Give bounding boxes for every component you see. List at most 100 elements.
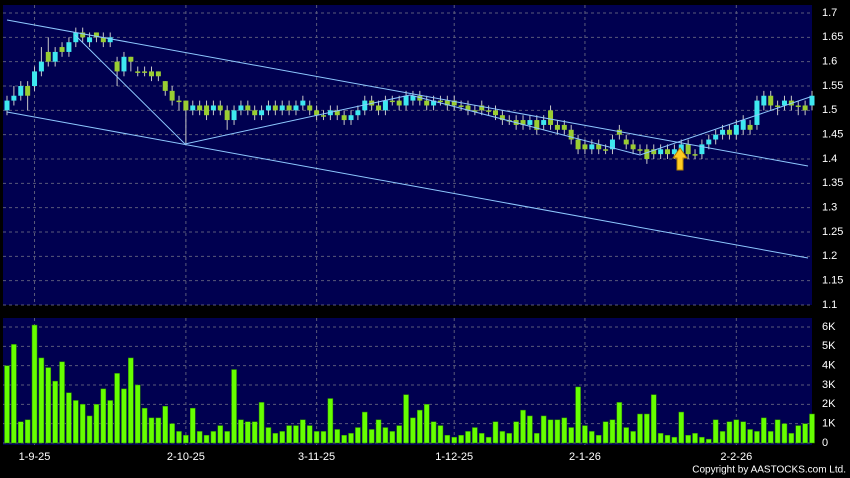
candle-body: [431, 100, 437, 106]
candle-body: [93, 32, 99, 38]
candle-body: [733, 124, 739, 135]
volume-bar: [774, 419, 781, 444]
volume-bar: [671, 436, 678, 444]
candle-body: [554, 124, 560, 130]
labels-layer: 1.1 1.15 1.2 1.25 1.3 1.35 1.4 1.45 1.5 1.55 1.6 1.…: [19, 7, 844, 463]
volume-bar: [458, 435, 464, 444]
marks-layer: [4, 27, 815, 444]
volume-bar: [38, 357, 45, 444]
volume-bar: [417, 409, 423, 444]
volume-bar: [520, 409, 526, 444]
volume-bar: [602, 421, 609, 444]
y-tick-label: 1.45: [822, 129, 843, 141]
volume-bar: [362, 411, 368, 444]
y-tick-label: 1.6: [822, 56, 837, 68]
volume-bar: [107, 400, 113, 444]
candle-body: [740, 120, 746, 130]
y-tick-label: 1.15: [822, 275, 843, 287]
candle-body: [4, 100, 10, 111]
volume-bar: [300, 419, 306, 444]
volume-bar: [286, 425, 292, 444]
x-tick-label: 1-12-25: [435, 451, 473, 463]
x-tick-label: 2-2-26: [720, 451, 752, 463]
volume-bar: [327, 398, 334, 444]
volume-bar: [169, 423, 175, 444]
candle-body: [148, 71, 154, 77]
volume-bar: [554, 419, 561, 444]
candle-body: [348, 115, 354, 121]
volume-bar: [492, 421, 499, 444]
candle-body: [720, 129, 726, 135]
candle-body: [197, 105, 203, 111]
candle-body: [651, 149, 657, 155]
candle-body: [169, 90, 175, 101]
candle-body: [18, 86, 24, 96]
candle-body: [575, 139, 581, 150]
candle-body: [437, 100, 443, 103]
candle-body: [265, 105, 271, 111]
candle-body: [479, 105, 485, 111]
candle-body: [596, 144, 602, 150]
volume-bar: [506, 433, 513, 444]
volume-bar: [73, 400, 79, 444]
y-tick-label: 1.65: [822, 31, 843, 43]
volume-bar: [313, 431, 320, 444]
candle-body: [355, 110, 361, 116]
volume-bar: [582, 425, 588, 444]
x-tick-label: 2-10-25: [167, 451, 205, 463]
candle-body: [589, 144, 595, 150]
volume-bar: [86, 415, 93, 444]
candle-body: [761, 95, 767, 106]
volume-bar: [18, 421, 24, 444]
volume-bar: [389, 431, 396, 444]
volume-bar: [733, 419, 740, 444]
y-tick-label: 1.4: [822, 153, 837, 165]
candle-body: [341, 115, 347, 121]
candle-body: [210, 105, 216, 111]
volume-bar: [788, 433, 795, 444]
volume-bar: [114, 373, 120, 444]
volume-bar: [210, 431, 217, 444]
candle-body: [217, 105, 223, 111]
volume-bar: [589, 431, 595, 444]
volume-bar: [678, 411, 685, 444]
candle-body: [114, 61, 120, 72]
volume-bar: [513, 421, 519, 444]
volume-bar: [472, 427, 478, 444]
volume-bar: [396, 425, 402, 444]
candle-body: [623, 139, 629, 145]
volume-bar: [802, 423, 808, 444]
candle-body: [713, 134, 719, 140]
volume-bar: [217, 425, 224, 444]
candle-body: [451, 100, 457, 106]
y-tick-label: 1K: [822, 418, 836, 430]
volume-bar: [341, 435, 347, 444]
volume-bar: [52, 380, 58, 444]
volume-bar: [561, 417, 568, 444]
y-tick-label: 1.7: [822, 7, 837, 19]
candle-body: [665, 149, 671, 155]
volume-bar: [637, 413, 643, 444]
volume-bar: [478, 433, 485, 444]
volume-bar: [451, 436, 457, 444]
volume-bar: [527, 415, 533, 444]
candle-body: [11, 95, 17, 101]
volume-bar: [657, 433, 664, 444]
channel-lower: [6, 111, 809, 259]
volume-bar: [444, 435, 451, 444]
candle-body: [279, 105, 285, 111]
volume-bar: [45, 367, 52, 444]
candle-body: [541, 120, 547, 125]
y-tick-label: 6K: [822, 321, 836, 333]
volume-bar: [279, 431, 285, 444]
candle-body: [410, 95, 416, 101]
candle-body: [245, 105, 251, 111]
candle-body: [548, 110, 554, 125]
candle-body: [382, 100, 388, 111]
candle-body: [142, 71, 148, 73]
candle-body: [637, 149, 643, 151]
candle-body: [204, 105, 210, 116]
volume-bar: [128, 357, 134, 444]
volume-bar: [176, 431, 182, 444]
volume-bar: [547, 419, 554, 444]
